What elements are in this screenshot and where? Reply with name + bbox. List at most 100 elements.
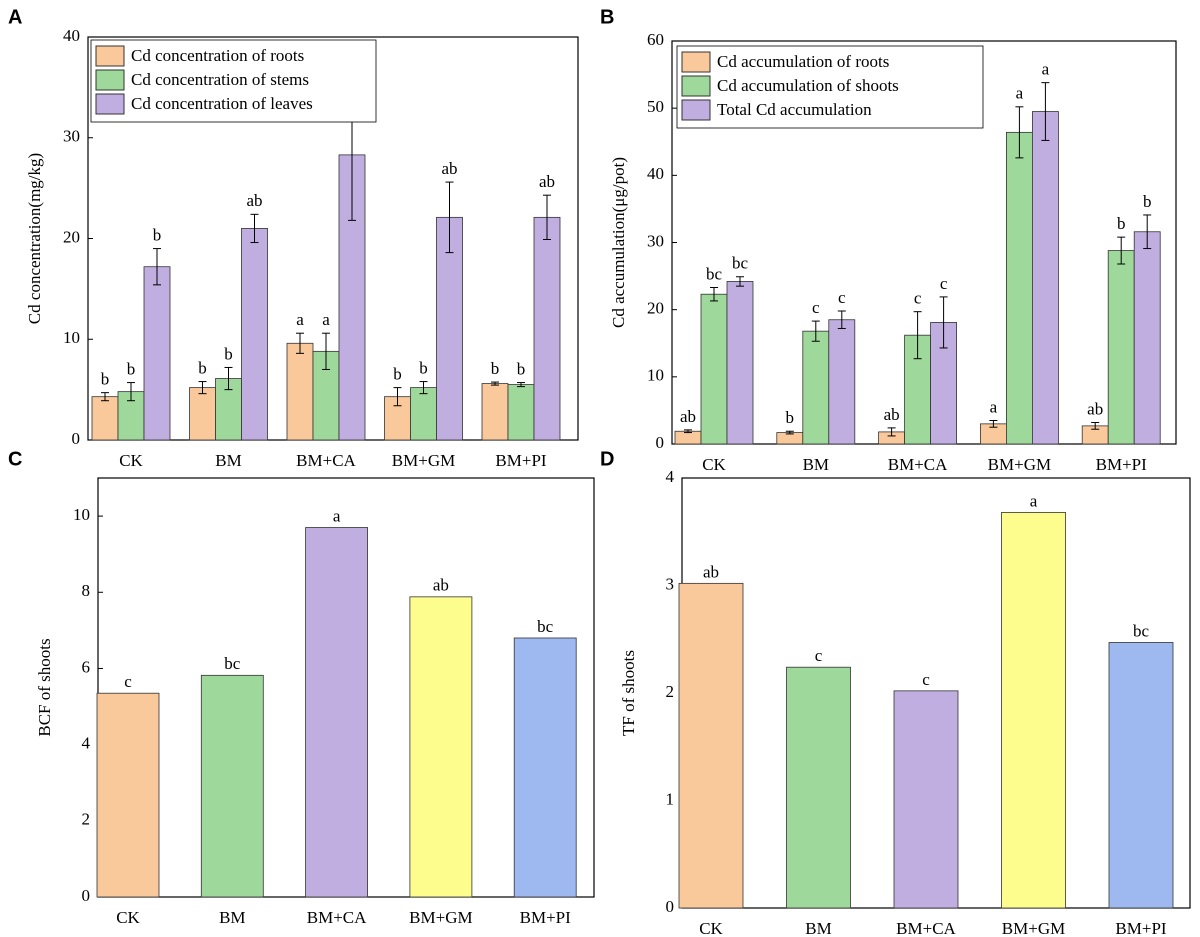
error-bar xyxy=(785,430,794,435)
error-bar xyxy=(939,296,948,349)
bar xyxy=(286,342,314,441)
legend-swatch xyxy=(681,51,711,73)
y-tick-label: 0 xyxy=(656,433,665,452)
y-tick-label: 30 xyxy=(63,127,80,146)
bar xyxy=(409,596,473,898)
y-tick-label: 2 xyxy=(666,682,675,701)
significance-letter: c xyxy=(940,274,948,293)
error-bar xyxy=(1015,106,1024,159)
bar xyxy=(1032,111,1059,445)
bar xyxy=(674,430,702,445)
y-tick-label: 50 xyxy=(647,97,664,116)
panel-label: B xyxy=(600,6,614,28)
y-tick-label: 60 xyxy=(647,30,664,49)
legend-label: Cd concentration of roots xyxy=(131,46,304,65)
legend-swatch xyxy=(95,45,125,67)
y-axis-label: Cd concentration(mg/kg) xyxy=(25,153,44,324)
error-bar xyxy=(491,381,499,386)
bar xyxy=(305,527,369,898)
legend-swatch xyxy=(95,93,125,115)
y-tick-label: 0 xyxy=(666,897,675,916)
error-bar xyxy=(837,310,846,329)
bar xyxy=(513,637,577,898)
x-tick-label: BM xyxy=(805,919,831,937)
bar xyxy=(828,319,856,445)
legend-box xyxy=(676,45,984,129)
panel-label: A xyxy=(8,6,22,28)
error-bar xyxy=(543,194,551,241)
y-tick-label: 0 xyxy=(82,886,91,905)
x-tick-label: BM xyxy=(803,455,829,474)
error-bar xyxy=(1143,214,1152,250)
y-tick-label: 20 xyxy=(63,227,80,246)
legend-label: Cd accumulation of roots xyxy=(717,52,889,71)
significance-letter: a xyxy=(1030,491,1038,510)
error-bar xyxy=(684,429,692,434)
significance-letter: b xyxy=(153,225,162,244)
y-tick-label: 10 xyxy=(63,328,80,347)
x-tick-label: CK xyxy=(116,908,140,927)
x-tick-label: CK xyxy=(702,455,726,474)
bar xyxy=(802,330,830,445)
y-tick-label: 4 xyxy=(82,734,91,753)
x-tick-label: BM+GM xyxy=(392,451,455,470)
y-axis-label: BCF of shoots xyxy=(35,638,54,736)
y-tick-label: 8 xyxy=(82,581,91,600)
x-tick-label: BM+PI xyxy=(1096,455,1147,474)
significance-letter: ab xyxy=(680,407,696,426)
bar xyxy=(241,228,268,441)
legend-label: Total Cd accumulation xyxy=(717,100,872,119)
bar xyxy=(1001,512,1066,909)
error-bar xyxy=(1041,82,1050,141)
significance-letter: bc xyxy=(732,254,749,273)
legend-label: Cd concentration of leaves xyxy=(131,94,313,113)
significance-letter: c xyxy=(838,288,846,307)
significance-letter: b xyxy=(393,365,402,384)
significance-letter: a xyxy=(333,506,341,525)
significance-letter: ab xyxy=(539,172,555,191)
error-bar xyxy=(198,381,207,395)
y-tick-label: 6 xyxy=(82,657,91,676)
significance-letter: bc xyxy=(1133,621,1150,640)
significance-letter: b xyxy=(517,359,526,378)
bar xyxy=(481,383,509,441)
legend-box xyxy=(90,39,377,123)
x-tick-label: CK xyxy=(699,919,723,937)
bar xyxy=(189,387,216,441)
significance-letter: a xyxy=(1016,84,1024,103)
significance-letter: ab xyxy=(246,191,262,210)
x-tick-label: BM+CA xyxy=(896,919,956,937)
bar xyxy=(1107,250,1135,445)
y-tick-label: 20 xyxy=(647,299,664,318)
error-bar xyxy=(913,311,922,360)
error-bar xyxy=(153,248,161,286)
x-tick-label: BM+GM xyxy=(1002,919,1065,937)
significance-letter: b xyxy=(1143,192,1152,211)
significance-letter: b xyxy=(127,359,136,378)
error-bar xyxy=(393,387,402,407)
significance-letter: b xyxy=(101,370,110,389)
error-bar xyxy=(710,287,718,302)
y-axis-label: Cd accumulation(μg/pot) xyxy=(609,157,628,328)
y-tick-label: 4 xyxy=(666,467,675,486)
error-bar xyxy=(1117,236,1126,265)
bar xyxy=(1108,642,1174,909)
y-tick-label: 3 xyxy=(666,574,675,593)
x-tick-label: BM+CA xyxy=(888,455,948,474)
bar xyxy=(1133,231,1161,445)
bar xyxy=(410,387,437,441)
y-tick-label: 1 xyxy=(666,789,675,808)
y-tick-label: 30 xyxy=(647,231,664,250)
significance-letter: b xyxy=(786,408,795,427)
bar xyxy=(726,281,754,445)
error-bar xyxy=(322,332,330,370)
y-tick-label: 0 xyxy=(72,429,81,448)
error-bar xyxy=(736,276,744,287)
significance-letter: bc xyxy=(537,617,554,636)
x-tick-label: BM xyxy=(215,451,241,470)
legend-swatch xyxy=(681,99,711,121)
significance-letter: c xyxy=(815,646,823,665)
significance-letter: ab xyxy=(884,405,900,424)
legend-swatch xyxy=(95,69,125,91)
